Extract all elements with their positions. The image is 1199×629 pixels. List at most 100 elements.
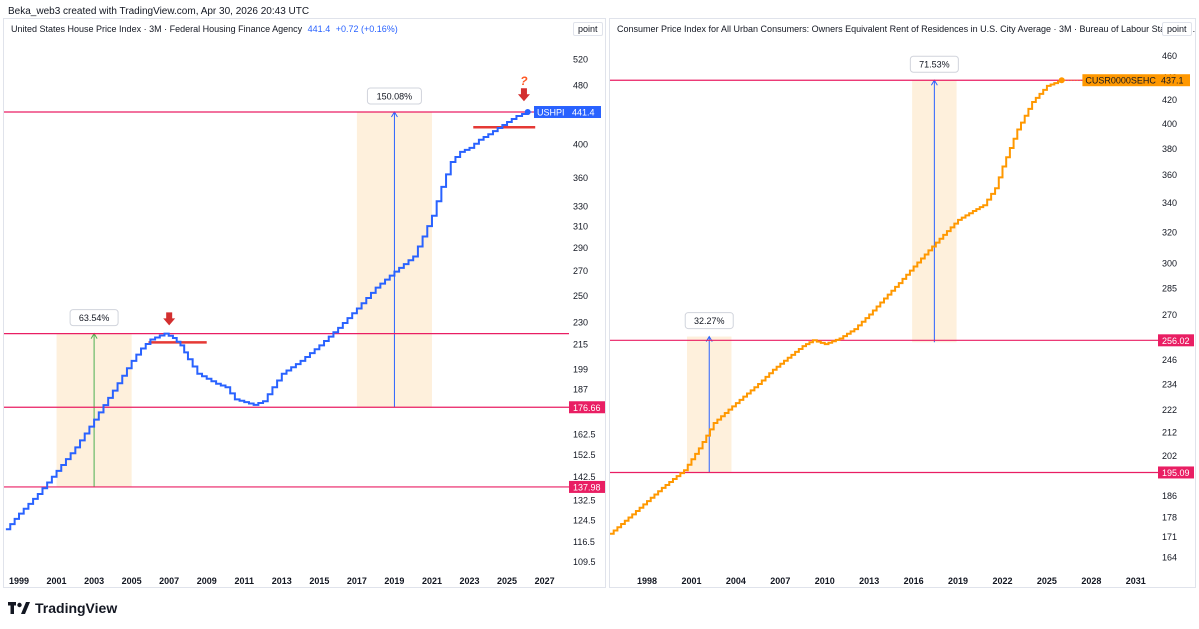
left-level-tag-3	[569, 480, 605, 493]
right-y-tick-3: 400	[1162, 119, 1177, 129]
right-y-tick-0: 460	[1162, 51, 1177, 61]
right-x-tick-0: 1998	[637, 576, 657, 586]
left-y-tick-22: 109.5	[573, 557, 596, 567]
left-x-tick-12: 2023	[459, 576, 479, 586]
left-y-tick-10: 230	[573, 318, 588, 328]
left-x-tick-4: 2007	[159, 576, 179, 586]
left-series-value-box	[569, 106, 601, 119]
right-x-tick-2: 2004	[726, 576, 746, 586]
left-y-tick-15: 162.5	[573, 430, 596, 440]
left-chart-svg[interactable]: 63.54%150.08%176.66137.98?52048044040036…	[4, 19, 605, 587]
footer: TradingView	[8, 600, 117, 616]
left-y-tick-17: 142.5	[573, 472, 596, 482]
left-y-tick-3: 400	[573, 139, 588, 149]
right-chart-svg[interactable]: 32.27%71.53%256.02195.094604404204003803…	[610, 19, 1195, 587]
left-x-tick-8: 2015	[309, 576, 329, 586]
left-range-label-0: 63.54%	[79, 313, 110, 323]
left-y-tick-16: 152.5	[573, 450, 596, 460]
left-marker-0	[163, 312, 176, 326]
left-y-tick-21: 116.5	[573, 537, 595, 547]
right-x-tick-11: 2031	[1126, 576, 1146, 586]
left-range-label-box-0	[69, 309, 119, 327]
right-y-tick-4: 380	[1162, 144, 1177, 154]
left-level-tag-text-2: 176.66	[573, 403, 601, 413]
right-y-tick-21: 164	[1162, 552, 1177, 562]
right-unit-label[interactable]: point	[1162, 22, 1192, 36]
right-x-tick-6: 2016	[904, 576, 924, 586]
left-x-tick-14: 2027	[535, 576, 555, 586]
right-y-tick-5: 360	[1162, 170, 1177, 180]
right-y-tick-6: 340	[1162, 198, 1177, 208]
right-level-tag-2	[1158, 466, 1194, 479]
left-chart-change: +0.72 (+0.16%)	[335, 24, 398, 34]
left-y-tick-6: 310	[573, 221, 588, 231]
left-x-tick-2: 2003	[84, 576, 104, 586]
left-x-tick-10: 2019	[384, 576, 404, 586]
left-series-tag: USHPI	[537, 108, 565, 118]
left-y-tick-12: 199	[573, 364, 588, 374]
left-x-tick-13: 2025	[497, 576, 517, 586]
left-chart-last-value: 441.4	[307, 24, 331, 34]
right-y-tick-18: 186	[1162, 491, 1177, 501]
right-y-tick-13: 234	[1162, 380, 1177, 390]
owners-equivalent-rent-panel[interactable]: Consumer Price Index for All Urban Consu…	[609, 18, 1196, 588]
left-range-label-box-1	[366, 87, 422, 105]
left-series-line-0	[5, 112, 529, 531]
right-x-tick-4: 2010	[815, 576, 835, 586]
right-range-label-box-1	[909, 55, 959, 73]
right-x-tick-8: 2022	[992, 576, 1012, 586]
right-y-tick-7: 320	[1162, 227, 1177, 237]
right-y-tick-15: 212	[1162, 428, 1177, 438]
left-range-label-1: 150.08%	[377, 92, 413, 102]
tradingview-logo-icon[interactable]	[8, 601, 30, 615]
left-y-tick-8: 270	[573, 266, 588, 276]
left-chart-title-row: United States House Price Index · 3M · F…	[11, 24, 398, 34]
right-y-tick-20: 171	[1162, 532, 1177, 542]
left-x-tick-6: 2011	[235, 576, 255, 586]
right-series-tag: CUSR0000SEHC	[1085, 76, 1156, 86]
left-y-tick-7: 290	[573, 243, 588, 253]
right-chart-title: Consumer Price Index for All Urban Consu…	[617, 24, 1196, 34]
right-y-tick-8: 300	[1162, 259, 1177, 269]
attribution-text: Beka_web3 created with TradingView.com, …	[8, 6, 310, 17]
left-y-tick-19: 132.5	[573, 495, 596, 505]
left-marker-note-1: ?	[520, 74, 528, 88]
right-y-tick-9: 285	[1162, 284, 1177, 294]
left-y-tick-9: 250	[573, 291, 588, 301]
left-y-tick-20: 124.5	[573, 516, 596, 526]
left-y-tick-5: 330	[573, 201, 588, 211]
left-series-value: 441.4	[572, 108, 595, 118]
right-y-tick-10: 270	[1162, 310, 1177, 320]
left-unit-label[interactable]: point	[573, 22, 603, 36]
house-price-index-panel[interactable]: United States House Price Index · 3M · F…	[3, 18, 606, 588]
left-y-tick-13: 187	[573, 384, 588, 394]
right-chart-title-row: Consumer Price Index for All Urban Consu…	[617, 24, 1195, 34]
left-x-tick-11: 2021	[422, 576, 442, 586]
right-series-value-box	[1158, 74, 1190, 87]
right-level-tag-text-1: 256.02	[1162, 336, 1190, 346]
left-level-tag-text-3: 137.98	[573, 482, 601, 492]
left-x-tick-1: 2001	[47, 576, 67, 586]
right-level-tag-1	[1158, 334, 1194, 347]
right-range-label-box-0	[684, 312, 734, 330]
left-x-tick-5: 2009	[197, 576, 217, 586]
right-y-tick-12: 246	[1162, 355, 1177, 365]
right-y-tick-16: 202	[1162, 451, 1177, 461]
right-range-label-0: 32.27%	[694, 316, 725, 326]
right-series-tag-box	[1082, 74, 1158, 87]
right-x-tick-10: 2028	[1081, 576, 1101, 586]
right-x-tick-5: 2013	[859, 576, 879, 586]
left-x-tick-3: 2005	[122, 576, 142, 586]
left-chart-title: United States House Price Index · 3M · F…	[11, 24, 303, 34]
left-y-tick-1: 480	[573, 80, 588, 90]
right-y-tick-14: 222	[1162, 405, 1177, 415]
left-y-tick-11: 215	[573, 339, 588, 349]
left-level-tag-2	[569, 401, 605, 414]
right-x-tick-7: 2019	[948, 576, 968, 586]
footer-brand[interactable]: TradingView	[35, 600, 118, 616]
right-range-label-1: 71.53%	[919, 60, 950, 70]
right-x-tick-3: 2007	[770, 576, 790, 586]
right-level-tag-text-2: 195.09	[1162, 468, 1190, 478]
left-series-tag-box	[534, 106, 569, 119]
right-y-tick-19: 178	[1162, 513, 1177, 523]
